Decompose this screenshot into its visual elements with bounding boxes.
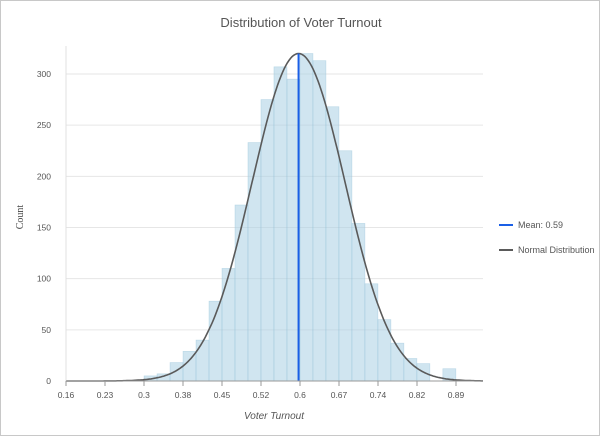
legend-normal-label[interactable]: Normal Distribution — [518, 245, 595, 255]
y-tick-label: 300 — [37, 69, 51, 79]
histogram-bar[interactable] — [312, 60, 327, 382]
y-tick-label: 0 — [46, 376, 51, 386]
histogram-bar[interactable] — [221, 268, 236, 382]
x-tick-label: 0.89 — [448, 390, 465, 400]
chart-title: Distribution of Voter Turnout — [220, 15, 382, 30]
histogram-bar[interactable] — [247, 142, 262, 382]
y-tick-label: 50 — [42, 325, 52, 335]
x-tick-label: 0.16 — [58, 390, 75, 400]
histogram-bar[interactable] — [273, 66, 288, 382]
histogram-bar[interactable] — [390, 342, 405, 382]
histogram-bar[interactable] — [195, 339, 210, 382]
y-tick-label: 150 — [37, 223, 51, 233]
x-tick-label: 0.6 — [294, 390, 306, 400]
x-tick-label: 0.82 — [409, 390, 426, 400]
x-tick-label: 0.74 — [370, 390, 387, 400]
histogram-bar[interactable] — [234, 204, 249, 382]
histogram-bar[interactable] — [351, 223, 366, 382]
x-tick-label: 0.23 — [97, 390, 114, 400]
histogram-bar[interactable] — [377, 319, 392, 382]
y-axis-label: Count — [15, 205, 26, 230]
normal-distribution-curve — [66, 52, 483, 382]
legend: Mean: 0.59 Normal Distribution — [499, 220, 595, 255]
x-tick-label: 0.38 — [175, 390, 192, 400]
histogram-bar[interactable] — [260, 99, 275, 382]
histogram-bar[interactable] — [169, 362, 184, 382]
legend-mean-label[interactable]: Mean: 0.59 — [518, 220, 563, 230]
x-axis-label: Voter Turnout — [244, 411, 305, 422]
x-tick-label: 0.52 — [253, 390, 270, 400]
y-tick-label: 200 — [37, 171, 51, 181]
x-tick-label: 0.3 — [138, 390, 150, 400]
y-tick-label: 250 — [37, 120, 51, 130]
y-tick-label: 100 — [37, 274, 51, 284]
histogram-bar[interactable] — [299, 53, 314, 382]
x-tick-label: 0.67 — [331, 390, 348, 400]
x-tick-label: 0.45 — [214, 390, 231, 400]
